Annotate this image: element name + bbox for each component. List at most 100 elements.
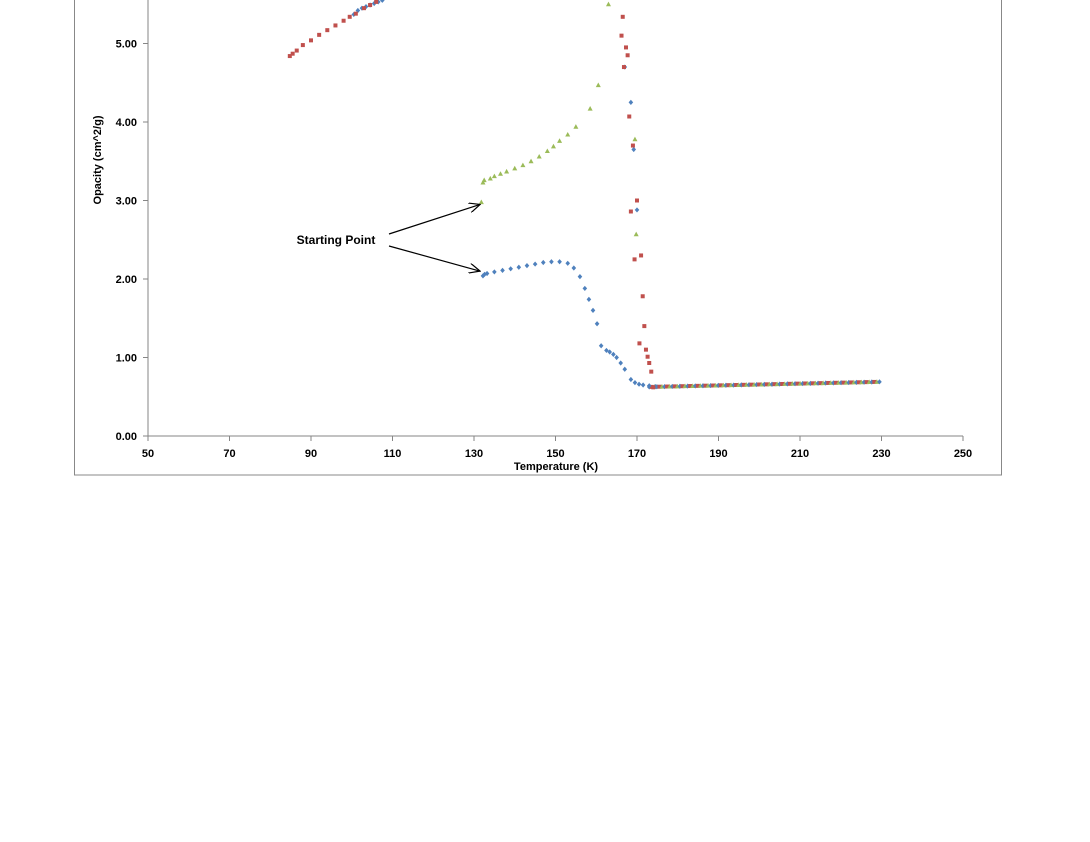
data-point-square [341,18,346,23]
data-point-square [300,43,305,48]
data-point-square [361,6,366,11]
data-point-diamond [516,264,522,270]
data-point-diamond [586,296,592,303]
data-point-square [764,382,769,387]
data-point-square [621,65,626,70]
data-point-triangle [480,179,486,185]
data-point-square [347,14,352,19]
data-point-diamond [677,383,683,389]
data-point-diamond [508,266,513,272]
data-point-diamond [877,379,882,385]
data-point-square [287,54,292,59]
data-point-diamond [380,0,385,3]
data-point-diamond [557,259,562,265]
data-point-square [627,114,632,119]
data-point-square [826,380,831,385]
data-point-square [864,380,869,385]
data-point-square [841,380,846,385]
data-point-square [872,379,877,384]
x-tick-label: 190 [709,448,727,460]
x-tick-label: 50 [142,448,154,460]
data-point-triangle [487,175,493,181]
data-point-diamond [800,380,806,387]
data-point-diamond [808,380,813,386]
data-point-triangle [544,148,550,154]
data-point-square [368,3,373,8]
data-point-diamond [604,347,609,354]
data-point-square [290,51,295,56]
data-point-square [787,381,792,386]
x-tick-label: 70 [223,448,235,460]
y-tick-label: 1.00 [116,353,137,365]
data-point-diamond [482,271,487,277]
data-point-diamond [549,259,554,265]
data-point-diamond [577,274,583,280]
data-point-square [718,383,723,388]
x-tick-label: 150 [546,448,564,460]
data-point-triangle [557,138,563,143]
chart-frame [74,0,1002,476]
data-point-square [637,341,642,346]
data-point-square [632,257,637,262]
data-point-diamond [622,366,628,372]
data-point-diamond [854,379,859,385]
data-point-triangle [587,106,593,111]
data-point-diamond [480,273,486,279]
data-point-triangle [605,1,611,7]
data-point-square [619,33,624,38]
annotation: Starting Point [297,204,480,271]
data-point-diamond [540,259,546,266]
data-point-triangle [481,177,487,183]
data-point-diamond [598,343,604,349]
data-point-square [374,0,379,4]
data-point-square [833,380,838,385]
data-point-diamond [590,307,596,313]
data-point-diamond [500,267,505,273]
data-point-square [309,38,313,43]
data-point-square [749,382,754,387]
data-point-square [647,360,652,365]
data-point-diamond [594,321,600,327]
y-axis-label: Opacity (cm^2/g) [92,115,104,204]
data-point-diamond [492,269,497,275]
data-point-square [317,32,322,37]
x-axis-label: Temperature (K) [514,461,598,473]
data-point-diamond [838,380,844,386]
data-point-diamond [628,376,634,383]
data-point-square [651,385,656,390]
data-point-diamond [685,383,690,389]
data-point-triangle [497,171,503,176]
data-point-square [818,381,823,386]
annotation-label: Starting Point [297,233,376,247]
data-point-square [628,209,633,214]
data-point-square [649,369,654,374]
x-tick-label: 210 [791,448,809,460]
data-point-square [665,384,670,389]
data-point-triangle [528,158,534,164]
data-point-triangle [536,153,542,159]
data-point-square [849,380,854,385]
annotation-arrow [388,245,480,271]
data-point-square [695,383,700,388]
data-point-square [657,384,662,389]
data-point-diamond [571,265,577,271]
y-tick-label: 0.00 [116,431,137,443]
data-point-triangle [573,124,579,129]
data-point-diamond [762,381,767,387]
data-point-square [741,382,746,387]
data-point-square [333,23,338,28]
data-point-square [630,143,635,148]
data-point-square [623,45,628,50]
data-point-square [635,198,639,203]
data-point-diamond [582,285,588,292]
data-point-triangle [512,165,518,171]
data-point-square [795,381,800,386]
y-tick-label: 2.00 [116,274,137,286]
data-point-square [734,383,739,388]
data-point-triangle [595,82,601,88]
data-point-diamond [632,380,638,386]
data-point-diamond [640,382,646,388]
data-point-diamond [607,349,612,355]
data-point-diamond [831,380,836,386]
data-point-square [726,383,731,388]
